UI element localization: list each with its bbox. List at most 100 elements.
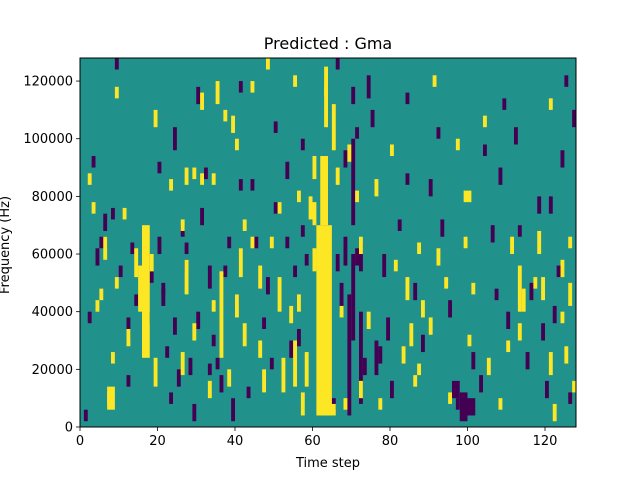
heatmap-cell-high: [320, 403, 336, 416]
heatmap-cell-high: [498, 398, 503, 410]
heatmap-cell-low: [378, 346, 383, 364]
heatmap-cell-low: [207, 363, 212, 376]
heatmap-cell-high: [227, 369, 232, 387]
heatmap-cell-low: [556, 265, 561, 278]
heatmap-cell-high: [192, 167, 197, 180]
heatmap-cell-low: [273, 121, 278, 133]
heatmap-cell-high: [521, 288, 526, 312]
heatmap-cell-high: [184, 167, 189, 185]
heatmap-cell-low: [459, 392, 468, 422]
heatmap-cell-low: [130, 242, 135, 255]
heatmap-cell-low: [525, 352, 530, 370]
heatmap-cell-low: [289, 340, 294, 358]
heatmap-cell-high: [99, 288, 104, 301]
heatmap-cell-high: [483, 115, 487, 128]
heatmap-cell-low: [188, 357, 193, 376]
heatmap-cell-high: [560, 259, 565, 278]
heatmap-cell-low: [211, 334, 216, 347]
heatmap-cell-high: [417, 242, 422, 255]
heatmap-cell-high: [215, 81, 220, 105]
heatmap-cell-low: [176, 369, 181, 387]
heatmap-cell-low: [238, 81, 243, 93]
heatmap-cell-low: [192, 403, 197, 422]
heatmap-cell-low: [103, 213, 108, 231]
heatmap-cell-high: [235, 294, 239, 318]
heatmap-cell-high: [250, 236, 255, 249]
heatmap-cell-high: [281, 357, 286, 393]
heatmap-cell-high: [324, 86, 329, 128]
heatmap-cell-low: [359, 311, 363, 404]
heatmap-cell-high: [126, 328, 131, 347]
heatmap-cell-low: [87, 311, 92, 324]
heatmap-cell-low: [428, 179, 433, 197]
heatmap-cell-low: [355, 248, 360, 266]
heatmap-cell-high: [312, 202, 317, 226]
heatmap-cell-low: [173, 317, 177, 335]
heatmap-cell-low: [471, 352, 476, 370]
heatmap-cell-low: [405, 173, 410, 185]
heatmap-cell-low: [219, 375, 224, 393]
heatmap-cell-low: [184, 242, 189, 255]
heatmap-cell-high: [506, 340, 511, 353]
heatmap-cell-high: [200, 173, 205, 185]
heatmap-cell-low: [293, 265, 298, 278]
heatmap-cell-low: [149, 271, 154, 283]
heatmap-cell-high: [207, 380, 212, 399]
heatmap-cell-high: [122, 207, 127, 220]
heatmap-cell-low: [161, 288, 166, 306]
heatmap-cell-low: [390, 380, 394, 399]
heatmap-cell-low: [207, 265, 212, 289]
heatmap-cell-high: [153, 109, 158, 128]
heatmap-cell-high: [537, 230, 542, 255]
x-tick-label: 120: [533, 434, 558, 449]
heatmap-cell-high: [134, 248, 139, 278]
heatmap-cell-low: [266, 277, 270, 295]
heatmap-cell-high: [393, 259, 398, 272]
x-tick-label: 80: [382, 434, 399, 449]
heatmap-cell-high: [316, 225, 332, 416]
plot-area: [79, 57, 577, 428]
heatmap-cell-low: [483, 144, 487, 157]
heatmap-cell-high: [277, 202, 282, 214]
heatmap-cell-high: [320, 156, 328, 226]
heatmap-cell-low: [413, 282, 418, 301]
heatmap-cell-low: [552, 305, 557, 324]
heatmap-cell-low: [196, 311, 201, 329]
heatmap-cell-high: [180, 219, 185, 231]
heatmap-cell-low: [238, 179, 243, 191]
heatmap-cell-low: [300, 225, 305, 237]
heatmap-cell-low: [215, 357, 220, 370]
heatmap-cell-high: [300, 392, 305, 416]
heatmap-cell-high: [192, 323, 197, 341]
heatmap-cell-high: [297, 190, 301, 203]
heatmap-cell-high: [343, 398, 348, 410]
heatmap-cell-high: [211, 300, 216, 312]
heatmap-cell-high: [114, 277, 119, 289]
heatmap-cell-high: [91, 202, 96, 214]
heatmap-cell-high: [405, 277, 410, 301]
x-axis: 0 20 40 60 80 100 120: [76, 427, 558, 449]
y-tick-label: 120000: [23, 75, 73, 90]
heatmap-cell-high: [324, 66, 329, 96]
heatmap-cell-high: [242, 323, 247, 347]
heatmap-cell-high: [153, 357, 158, 387]
heatmap-cell-low: [95, 248, 100, 266]
heatmap-cell-low: [568, 392, 573, 404]
heatmap-cell-low: [572, 109, 577, 128]
heatmap-cell-low: [300, 138, 305, 151]
heatmap-cell-low: [537, 196, 542, 214]
heatmap-cell-low: [436, 127, 441, 139]
heatmap-cell-high: [258, 265, 263, 289]
heatmap-cell-high: [269, 236, 274, 249]
heatmap-cell-low: [285, 236, 290, 249]
heatmap-cell-low: [374, 340, 379, 376]
heatmap-cell-low: [452, 380, 460, 399]
heatmap-cell-low: [455, 398, 460, 410]
heatmap-cell-low: [448, 300, 453, 318]
y-tick-label: 100000: [23, 132, 73, 147]
heatmap-cell-high: [138, 265, 143, 312]
x-tick-label: 20: [149, 434, 166, 449]
heatmap-cell-high: [335, 167, 340, 185]
heatmap-cell-low: [351, 138, 356, 226]
heatmap-cell-low: [366, 75, 371, 99]
